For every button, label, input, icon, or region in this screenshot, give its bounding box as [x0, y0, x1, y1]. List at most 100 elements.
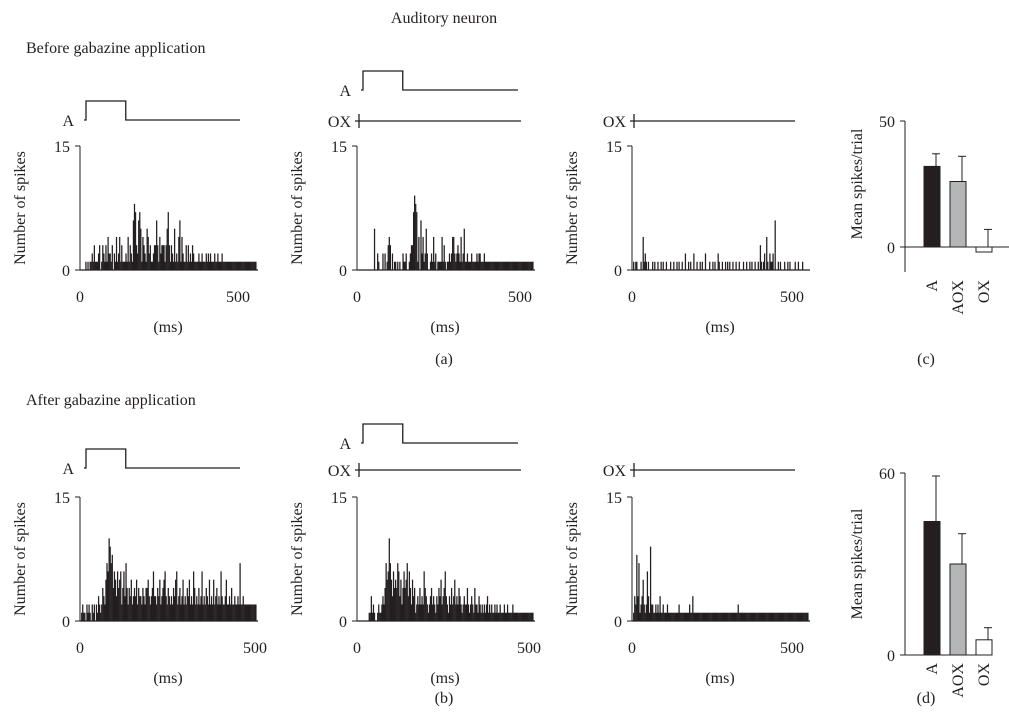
- histogram-bar: [99, 604, 101, 621]
- histogram-bar: [435, 612, 437, 621]
- histogram-bar: [764, 253, 766, 270]
- histogram-bar: [410, 245, 413, 270]
- histogram-bar: [454, 579, 456, 621]
- histogram-bar: [694, 612, 696, 621]
- histogram-bar: [173, 596, 176, 621]
- histogram-bar: [106, 563, 108, 621]
- mean-spikes-chart-before: 50 0 Mean spikes/trial A AOX OX: [849, 114, 1009, 315]
- histogram-bar: [434, 604, 436, 621]
- y-tick-label: 0: [339, 614, 347, 631]
- histogram-bar: [199, 604, 201, 621]
- histogram-bar: [373, 228, 376, 270]
- histogram-bar: [199, 261, 201, 270]
- histogram-bar: [418, 236, 420, 270]
- histogram-bar: [224, 596, 226, 621]
- histogram-bar: [202, 604, 204, 621]
- histogram-bar: [250, 261, 252, 270]
- histogram-bar: [428, 604, 431, 621]
- histogram-bar: [742, 612, 745, 621]
- histogram-bar: [773, 612, 775, 621]
- histogram-bar: [486, 596, 489, 621]
- histogram-bar: [461, 612, 463, 621]
- histogram-bar: [114, 579, 117, 621]
- histogram-bar: [121, 604, 123, 621]
- histogram-bar: [499, 604, 501, 621]
- histogram-bar: [248, 261, 251, 270]
- histogram-bar: [149, 245, 151, 270]
- y-tick-label: 0: [62, 263, 70, 280]
- histogram-bar: [530, 261, 532, 270]
- histogram-bar: [712, 261, 714, 270]
- histogram-bar: [97, 596, 100, 621]
- histogram-bar: [687, 612, 690, 621]
- x-tick-label: 0: [353, 289, 361, 306]
- y-tick-label: 60: [879, 466, 895, 483]
- histogram-bar: [717, 253, 719, 270]
- histogram-bar: [439, 596, 441, 621]
- histogram-bar: [711, 612, 713, 621]
- histogram-bar: [449, 604, 452, 621]
- histogram-bar: [676, 261, 678, 270]
- histogram-bar: [92, 261, 94, 270]
- histogram-bar: [414, 587, 416, 621]
- histogram-bar: [699, 261, 701, 270]
- histogram-bar: [442, 261, 444, 270]
- histogram-bar: [92, 612, 94, 621]
- histogram-bar: [164, 571, 166, 621]
- histogram-bar: [640, 261, 642, 270]
- histogram-bar: [784, 612, 786, 621]
- histogram-bar: [468, 612, 471, 621]
- histogram-bar: [528, 261, 530, 270]
- histogram-bar: [207, 253, 210, 270]
- histogram-bar: [462, 604, 464, 621]
- histogram-bar: [247, 261, 250, 270]
- histogram-bar: [735, 261, 737, 270]
- bar-a: [923, 521, 941, 656]
- histogram-bar: [216, 587, 218, 621]
- histogram-bar: [785, 612, 787, 621]
- histogram-bar: [777, 261, 779, 270]
- histogram-bar: [469, 261, 472, 270]
- histogram-bar: [799, 612, 802, 621]
- histogram-bar: [735, 612, 737, 621]
- histogram-bar: [169, 261, 172, 270]
- histogram-bar: [119, 579, 121, 621]
- histogram-bar: [177, 604, 179, 621]
- histogram-bar: [776, 612, 778, 621]
- histogram-bar: [167, 587, 169, 621]
- x-tick-label: 0: [628, 640, 636, 657]
- histogram-bar: [713, 612, 715, 621]
- histogram-bar: [128, 261, 130, 270]
- histogram-bar: [705, 612, 708, 621]
- histogram-bar: [122, 587, 124, 621]
- histogram-bar: [665, 261, 668, 270]
- y-axis-label: Number of spikes: [289, 502, 306, 616]
- histogram-bar: [86, 604, 88, 621]
- histogram-bar: [765, 612, 767, 621]
- histogram-bar: [158, 596, 160, 621]
- histogram-bar: [137, 604, 139, 621]
- y-tick-label: 0: [339, 263, 347, 280]
- histogram-bar: [437, 261, 439, 270]
- histogram-bar: [424, 587, 426, 621]
- histogram-bar: [426, 604, 428, 621]
- histogram-bar: [781, 612, 784, 621]
- histogram-bar: [229, 261, 232, 270]
- histogram-bar: [433, 236, 435, 270]
- histogram-bar: [95, 604, 98, 621]
- x-tick-label: 0: [628, 289, 636, 306]
- histogram-bar: [794, 261, 796, 270]
- histogram-bar: [404, 587, 406, 621]
- histogram-bar: [684, 612, 687, 621]
- y-axis-label: Number of spikes: [289, 151, 306, 265]
- histogram-bar: [164, 261, 166, 270]
- histogram-bar: [198, 587, 200, 621]
- histogram-bar: [444, 571, 446, 621]
- histogram-bar: [676, 612, 678, 621]
- histogram-bar: [208, 579, 211, 621]
- histogram-bar: [188, 579, 191, 621]
- histogram-bar: [212, 604, 214, 621]
- histogram-bar: [197, 604, 199, 621]
- histogram-bar: [172, 587, 175, 621]
- histogram-bar: [191, 245, 194, 270]
